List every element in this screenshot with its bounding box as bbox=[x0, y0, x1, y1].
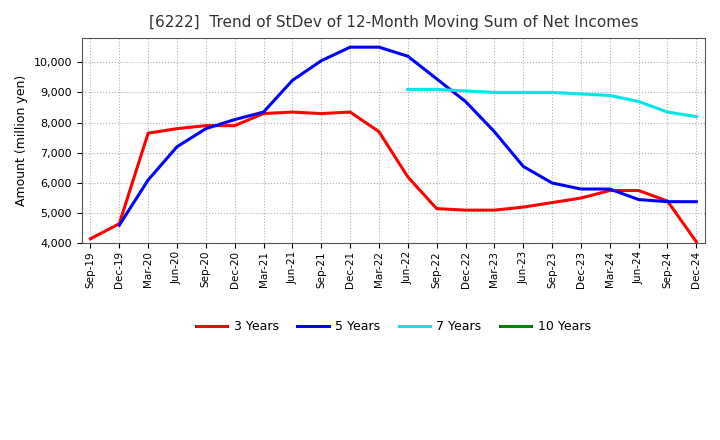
5 Years bbox=[259, 110, 268, 115]
7 Years bbox=[490, 90, 499, 95]
3 Years bbox=[548, 200, 557, 205]
5 Years bbox=[606, 187, 614, 192]
7 Years bbox=[432, 87, 441, 92]
5 Years bbox=[490, 129, 499, 134]
3 Years bbox=[144, 131, 153, 136]
Y-axis label: Amount (million yen): Amount (million yen) bbox=[15, 75, 28, 206]
3 Years bbox=[288, 110, 297, 115]
5 Years bbox=[577, 187, 585, 192]
5 Years bbox=[548, 180, 557, 186]
5 Years bbox=[346, 44, 354, 50]
3 Years bbox=[432, 206, 441, 211]
Title: [6222]  Trend of StDev of 12-Month Moving Sum of Net Incomes: [6222] Trend of StDev of 12-Month Moving… bbox=[148, 15, 638, 30]
3 Years bbox=[663, 198, 672, 204]
3 Years bbox=[577, 195, 585, 201]
Line: 3 Years: 3 Years bbox=[91, 112, 696, 242]
3 Years bbox=[692, 239, 701, 245]
3 Years bbox=[374, 129, 383, 134]
3 Years bbox=[462, 208, 470, 213]
3 Years bbox=[259, 111, 268, 116]
3 Years bbox=[202, 123, 210, 128]
7 Years bbox=[548, 90, 557, 95]
7 Years bbox=[577, 92, 585, 97]
5 Years bbox=[115, 223, 124, 228]
7 Years bbox=[519, 90, 528, 95]
7 Years bbox=[462, 88, 470, 94]
5 Years bbox=[634, 197, 643, 202]
3 Years bbox=[173, 126, 181, 131]
3 Years bbox=[317, 111, 325, 116]
5 Years bbox=[519, 164, 528, 169]
5 Years bbox=[230, 117, 239, 122]
3 Years bbox=[634, 188, 643, 193]
3 Years bbox=[346, 110, 354, 115]
7 Years bbox=[634, 99, 643, 104]
3 Years bbox=[86, 236, 95, 242]
Legend: 3 Years, 5 Years, 7 Years, 10 Years: 3 Years, 5 Years, 7 Years, 10 Years bbox=[191, 315, 595, 338]
7 Years bbox=[606, 93, 614, 98]
3 Years bbox=[230, 123, 239, 128]
3 Years bbox=[606, 188, 614, 193]
Line: 7 Years: 7 Years bbox=[408, 89, 696, 117]
3 Years bbox=[403, 174, 412, 180]
7 Years bbox=[663, 110, 672, 115]
5 Years bbox=[663, 199, 672, 204]
5 Years bbox=[374, 44, 383, 50]
5 Years bbox=[144, 177, 153, 183]
7 Years bbox=[403, 87, 412, 92]
3 Years bbox=[115, 221, 124, 226]
3 Years bbox=[519, 205, 528, 210]
5 Years bbox=[288, 78, 297, 83]
5 Years bbox=[202, 126, 210, 131]
5 Years bbox=[692, 199, 701, 204]
7 Years bbox=[692, 114, 701, 119]
5 Years bbox=[403, 54, 412, 59]
5 Years bbox=[432, 76, 441, 81]
3 Years bbox=[490, 208, 499, 213]
5 Years bbox=[173, 144, 181, 150]
5 Years bbox=[317, 58, 325, 63]
Line: 5 Years: 5 Years bbox=[120, 47, 696, 225]
5 Years bbox=[462, 99, 470, 104]
